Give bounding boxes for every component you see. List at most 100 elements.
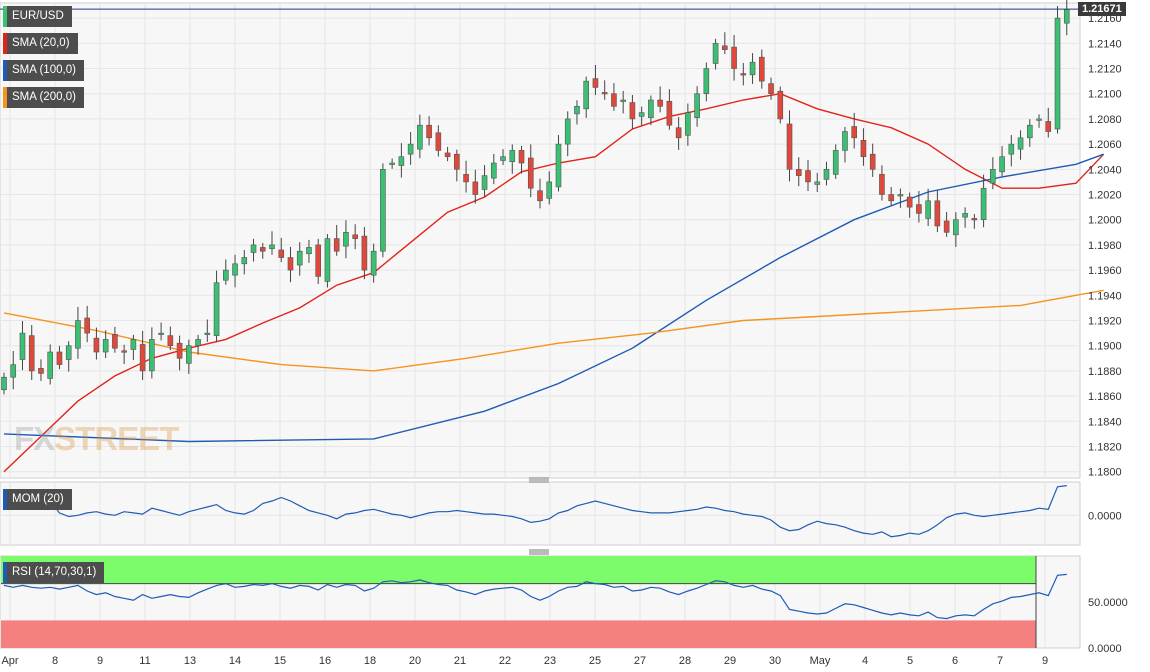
candlestick[interactable] bbox=[407, 132, 414, 165]
candlestick[interactable] bbox=[232, 254, 238, 288]
candlestick[interactable] bbox=[75, 306, 81, 359]
candlestick[interactable] bbox=[278, 237, 285, 263]
candlestick[interactable] bbox=[481, 165, 488, 198]
candlestick[interactable] bbox=[805, 159, 811, 191]
candlestick[interactable] bbox=[204, 319, 211, 342]
candlestick[interactable] bbox=[1008, 135, 1015, 167]
candlestick[interactable] bbox=[953, 212, 959, 247]
candlestick[interactable] bbox=[740, 62, 747, 86]
candlestick[interactable] bbox=[195, 334, 201, 355]
candlestick[interactable] bbox=[888, 186, 894, 206]
candlestick[interactable] bbox=[601, 80, 608, 100]
candlestick[interactable] bbox=[222, 259, 229, 285]
candlestick[interactable] bbox=[777, 86, 784, 124]
candlestick[interactable] bbox=[361, 227, 368, 280]
candlestick[interactable] bbox=[389, 158, 395, 169]
candlestick[interactable] bbox=[158, 322, 164, 341]
candlestick[interactable] bbox=[592, 64, 599, 95]
candlestick[interactable] bbox=[259, 242, 266, 259]
candlestick[interactable] bbox=[102, 330, 109, 359]
legend-sma-100[interactable]: SMA (100,0) bbox=[3, 60, 84, 81]
candlestick[interactable] bbox=[352, 224, 358, 250]
candlestick[interactable] bbox=[306, 239, 312, 263]
candlestick[interactable] bbox=[1026, 119, 1033, 147]
legend-mom[interactable]: MOM (20) bbox=[3, 489, 72, 510]
candlestick[interactable] bbox=[583, 76, 590, 118]
candlestick[interactable] bbox=[213, 270, 220, 342]
candlestick[interactable] bbox=[1036, 114, 1042, 128]
candlestick[interactable] bbox=[324, 234, 331, 288]
main-mom-divider-handle[interactable] bbox=[529, 477, 549, 483]
candlestick[interactable] bbox=[768, 77, 774, 100]
candlestick[interactable] bbox=[869, 143, 876, 177]
mom-rsi-divider-handle[interactable] bbox=[529, 549, 549, 555]
candlestick[interactable] bbox=[167, 326, 174, 351]
candlestick[interactable] bbox=[509, 144, 516, 174]
candlestick[interactable] bbox=[555, 135, 562, 192]
candlestick[interactable] bbox=[444, 146, 451, 162]
candlestick[interactable] bbox=[666, 89, 673, 130]
candlestick[interactable] bbox=[315, 238, 322, 284]
candlestick[interactable] bbox=[28, 325, 35, 380]
candlestick[interactable] bbox=[84, 305, 90, 343]
candlestick[interactable] bbox=[564, 111, 571, 157]
candlestick[interactable] bbox=[1045, 107, 1052, 138]
candlestick[interactable] bbox=[574, 100, 580, 125]
candlestick[interactable] bbox=[925, 188, 931, 227]
candlestick[interactable] bbox=[1, 372, 7, 395]
candlestick[interactable] bbox=[47, 344, 54, 385]
candlestick[interactable] bbox=[370, 243, 377, 283]
candlestick[interactable] bbox=[121, 344, 127, 365]
candlestick[interactable] bbox=[186, 339, 192, 374]
candlestick[interactable] bbox=[611, 83, 617, 111]
candlestick[interactable] bbox=[490, 153, 497, 185]
candlestick[interactable] bbox=[916, 190, 922, 223]
candlestick[interactable] bbox=[685, 103, 691, 146]
candlestick[interactable] bbox=[65, 341, 72, 372]
candlestick[interactable] bbox=[130, 334, 137, 361]
candlesticks[interactable] bbox=[0, 0, 1080, 395]
legend-rsi[interactable]: RSI (14,70,30,1) bbox=[3, 562, 105, 583]
candlestick[interactable] bbox=[999, 146, 1005, 177]
pane-dividers[interactable] bbox=[529, 477, 549, 555]
candlestick[interactable] bbox=[296, 242, 303, 276]
candlestick[interactable] bbox=[657, 86, 663, 113]
candlestick[interactable] bbox=[990, 157, 996, 190]
candlestick[interactable] bbox=[731, 35, 737, 81]
candlestick[interactable] bbox=[518, 145, 525, 174]
candlestick[interactable] bbox=[398, 143, 405, 178]
candlestick[interactable] bbox=[842, 126, 848, 163]
candlestick[interactable] bbox=[722, 32, 728, 55]
candlestick[interactable] bbox=[943, 211, 950, 237]
candlestick[interactable] bbox=[934, 190, 941, 233]
candlestick[interactable] bbox=[546, 171, 553, 205]
candlestick[interactable] bbox=[712, 38, 719, 70]
candlestick[interactable] bbox=[426, 116, 432, 146]
candlestick[interactable] bbox=[786, 110, 793, 182]
candlestick[interactable] bbox=[851, 112, 858, 149]
candlestick[interactable] bbox=[176, 335, 183, 371]
legend-sma-20[interactable]: SMA (20,0) bbox=[3, 33, 78, 54]
candlestick[interactable] bbox=[93, 327, 100, 360]
candlestick[interactable] bbox=[638, 106, 645, 126]
candlestick[interactable] bbox=[629, 94, 636, 130]
candlestick[interactable] bbox=[269, 231, 275, 255]
candlestick[interactable] bbox=[906, 192, 913, 218]
candlestick[interactable] bbox=[962, 207, 968, 228]
candlestick[interactable] bbox=[250, 238, 257, 262]
candlestick[interactable] bbox=[860, 128, 867, 166]
candlestick[interactable] bbox=[749, 53, 756, 84]
candlestick[interactable] bbox=[10, 350, 17, 390]
candlestick[interactable] bbox=[1017, 130, 1024, 160]
candlestick[interactable] bbox=[56, 345, 63, 370]
candlestick[interactable] bbox=[417, 114, 423, 159]
candlestick[interactable] bbox=[537, 178, 543, 209]
candlestick[interactable] bbox=[1054, 6, 1061, 134]
legend-eurusd[interactable]: EUR/USD bbox=[3, 6, 72, 27]
legend-sma-200[interactable]: SMA (200,0) bbox=[3, 87, 84, 108]
candlestick[interactable] bbox=[38, 359, 44, 381]
candlestick[interactable] bbox=[435, 125, 442, 157]
candlestick[interactable] bbox=[694, 86, 700, 127]
candlestick[interactable] bbox=[832, 144, 839, 179]
candlestick[interactable] bbox=[795, 157, 802, 187]
